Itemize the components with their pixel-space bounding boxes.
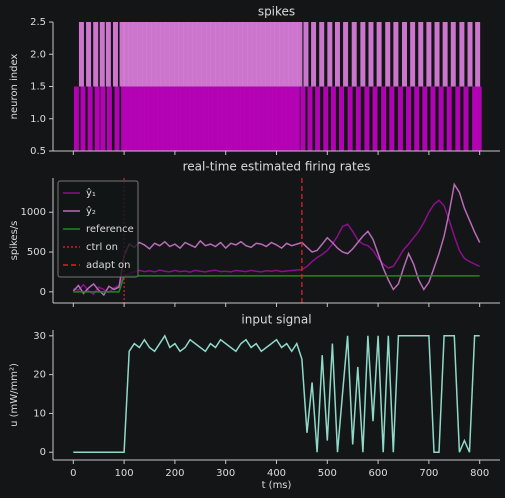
legend-label: ŷ₁ xyxy=(86,187,96,199)
y-tick-label: 0 xyxy=(40,287,46,298)
y-tick-label: 1000 xyxy=(21,207,46,218)
legend-label: ŷ₂ xyxy=(86,205,96,217)
x-tick-label: 0 xyxy=(70,468,76,479)
y-axis-label: spikes/s xyxy=(9,221,20,261)
y-tick-label: 10 xyxy=(33,408,46,419)
subplot-title: real-time estimated firing rates xyxy=(183,160,371,174)
legend-box xyxy=(57,180,139,278)
y-tick-label: 1.0 xyxy=(30,114,46,125)
x-tick-label: 800 xyxy=(470,468,489,479)
x-tick-label: 400 xyxy=(267,468,286,479)
subplot-title: spikes xyxy=(258,5,295,19)
y-tick-label: 20 xyxy=(33,370,46,381)
y-tick-label: 1.5 xyxy=(30,82,46,93)
series-line xyxy=(72,182,481,297)
subplot: real-time estimated firing rates spikes/s… xyxy=(9,160,500,307)
subplot: spikes neuron index 0.5 1.0 1.5 2.0 2.5 xyxy=(9,5,500,157)
y-tick-label: 30 xyxy=(33,331,46,342)
y-tick-label: 2.5 xyxy=(30,17,46,28)
series-line xyxy=(73,334,480,453)
legend-label: reference xyxy=(86,224,134,235)
y-tick-label: 0.5 xyxy=(30,146,46,157)
x-tick-label: 600 xyxy=(369,468,388,479)
y-axis-label: u (mW/mm²) xyxy=(9,363,20,427)
x-tick-label: 500 xyxy=(318,468,337,479)
x-tick-label: 700 xyxy=(419,468,438,479)
y-tick-label: 0 xyxy=(40,447,46,458)
x-tick-label: 100 xyxy=(115,468,134,479)
y-tick-label: 2.0 xyxy=(30,49,46,60)
x-axis-label: t (ms) xyxy=(262,480,292,491)
series-line xyxy=(73,275,480,293)
legend: ŷ₁ ŷ₂ reference ctrl on adapt on xyxy=(57,180,139,278)
x-tick-label: 300 xyxy=(216,468,235,479)
x-tick-label: 200 xyxy=(165,468,184,479)
series-line xyxy=(73,199,481,296)
legend-label: ctrl on xyxy=(86,242,118,253)
y-tick-label: 500 xyxy=(27,247,46,258)
subplot-title: input signal xyxy=(241,313,311,327)
y-axis-label: neuron index xyxy=(9,54,20,120)
legend-label: adapt on xyxy=(86,260,131,271)
